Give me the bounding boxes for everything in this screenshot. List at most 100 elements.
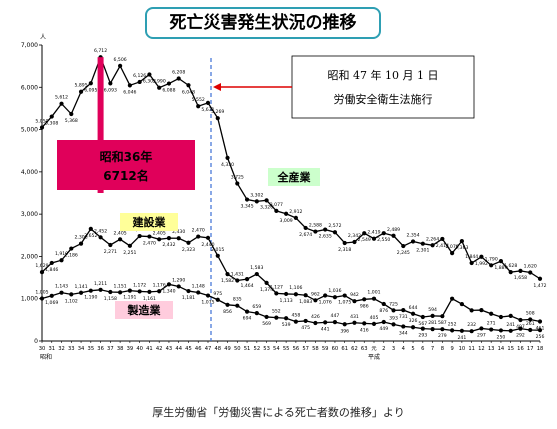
data-label: 5,269	[211, 109, 224, 115]
data-point	[78, 290, 84, 295]
data-point	[430, 327, 435, 332]
data-label: 2,549	[358, 237, 371, 243]
data-point	[88, 226, 93, 231]
data-point	[244, 309, 250, 314]
era-label: 平成	[368, 353, 380, 361]
data-label: 292	[516, 333, 525, 339]
data-point	[244, 276, 250, 282]
data-point	[118, 63, 123, 68]
data-label: 594	[428, 307, 437, 313]
data-point	[518, 326, 523, 331]
data-point	[371, 236, 377, 241]
x-tick-label: 14	[498, 346, 505, 352]
data-point	[78, 241, 84, 246]
data-point	[225, 302, 230, 307]
data-point	[118, 237, 123, 242]
data-point	[371, 321, 377, 326]
x-tick-label: 53	[263, 346, 270, 352]
data-label: 281	[428, 320, 437, 326]
data-label: 416	[360, 327, 369, 333]
data-label: 856	[223, 309, 232, 315]
data-point	[518, 268, 523, 273]
data-point	[39, 270, 45, 275]
legend-box-manufacturing	[115, 301, 173, 319]
law-annotation-box	[291, 55, 475, 119]
x-tick-label: 3	[392, 346, 395, 352]
data-label: 731	[399, 314, 408, 320]
data-point	[215, 297, 220, 302]
data-label: 5,895	[74, 83, 87, 89]
data-point	[498, 314, 504, 320]
data-point	[362, 297, 367, 302]
x-tick-label: 62	[351, 346, 358, 352]
data-label: 1,161	[143, 296, 156, 302]
data-label: 475	[301, 325, 310, 331]
data-label: 725	[389, 301, 398, 307]
data-label: 2,245	[397, 250, 410, 256]
data-label: 1,290	[172, 277, 185, 283]
series-line-2	[41, 283, 541, 332]
data-label: 2,405	[153, 230, 166, 236]
data-point	[498, 259, 504, 264]
data-label: 539	[282, 322, 291, 328]
data-point	[137, 79, 142, 85]
data-label: 1,846	[45, 267, 58, 273]
x-tick-label: 5	[411, 346, 414, 352]
legend-box-construction	[120, 213, 178, 231]
x-tick-label: 9	[450, 346, 453, 352]
data-point	[508, 328, 513, 333]
data-label: 1,472	[533, 283, 546, 289]
data-point	[371, 296, 377, 301]
data-label: 252	[448, 321, 457, 327]
data-point	[225, 272, 230, 277]
data-label: 587	[438, 320, 447, 326]
series-line-0	[41, 55, 541, 280]
data-label: 975	[213, 291, 222, 297]
data-label: 1,075	[201, 300, 214, 306]
data-point	[69, 246, 74, 251]
data-label: 6,046	[123, 89, 136, 95]
data-point	[508, 270, 513, 275]
y-tick-label: 2,000	[21, 253, 38, 260]
data-label: 6,048	[182, 89, 195, 95]
data-point	[391, 233, 396, 238]
data-label: 271	[487, 321, 496, 327]
data-label: 1,910	[55, 251, 68, 257]
data-point	[508, 313, 513, 318]
data-point	[176, 76, 181, 81]
data-label: 449	[379, 326, 388, 332]
data-point	[39, 296, 45, 301]
peak-annotation-line2: 6712名	[103, 168, 148, 183]
data-label: 1,191	[123, 295, 136, 301]
data-point	[352, 299, 357, 304]
data-point	[293, 215, 298, 220]
data-label: 1,211	[94, 281, 107, 287]
data-point	[342, 293, 347, 298]
data-point	[332, 230, 338, 235]
data-label: 1,005	[35, 290, 48, 296]
data-label: 1,582	[221, 278, 234, 284]
data-label: 1,141	[74, 284, 87, 290]
peak-annotation-box	[57, 140, 195, 190]
data-point	[430, 243, 435, 248]
x-tick-label: 8	[441, 346, 444, 352]
data-point	[450, 251, 455, 256]
data-point	[274, 208, 279, 213]
legend-label-all-industries: 全産業	[277, 170, 312, 184]
series-line-1	[41, 227, 541, 323]
data-point	[49, 114, 54, 119]
data-point	[401, 243, 406, 249]
data-label: 1,658	[514, 275, 527, 281]
data-label: 2,588	[309, 223, 322, 229]
x-tick-label: 32	[58, 346, 65, 352]
data-point	[537, 319, 543, 324]
data-label: 1,069	[45, 300, 58, 306]
data-label: 6,208	[172, 69, 185, 75]
data-label: 2,363	[455, 245, 468, 251]
data-point	[323, 320, 328, 325]
data-label: 2,912	[289, 209, 302, 215]
data-point	[469, 329, 474, 334]
x-tick-label: 16	[517, 346, 524, 352]
data-point	[88, 81, 93, 86]
x-tick-label: 56	[293, 346, 300, 352]
